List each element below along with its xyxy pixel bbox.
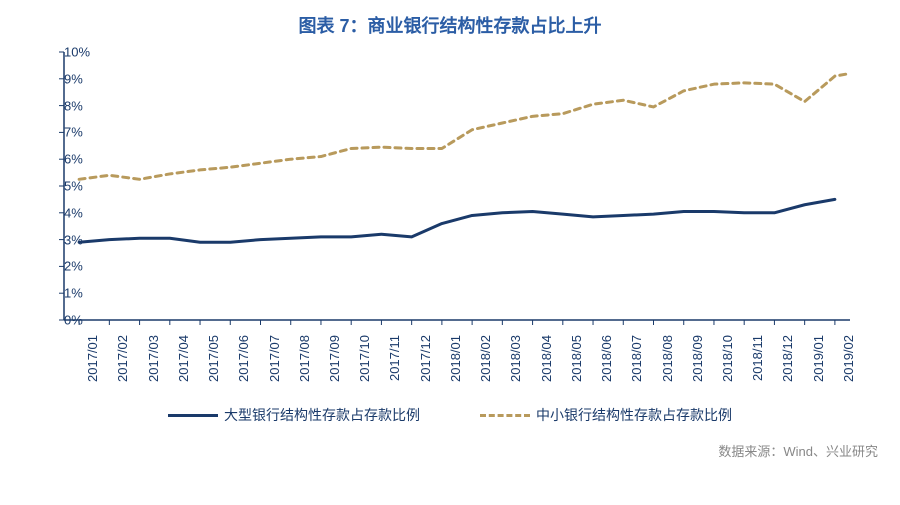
x-tick-label: 2018/05	[569, 335, 584, 382]
x-tick-label: 2017/04	[176, 335, 191, 382]
legend-swatch-large	[168, 414, 218, 417]
y-tick-label: 6%	[64, 152, 70, 167]
x-tick-label: 2018/12	[780, 335, 795, 382]
x-tick-label: 2018/07	[629, 335, 644, 382]
x-tick-label: 2017/01	[85, 335, 100, 382]
x-tick-label: 2018/01	[448, 335, 463, 382]
legend-item-large-bank: 大型银行结构性存款占存款比例	[168, 405, 420, 425]
y-tick-label: 4%	[64, 205, 70, 220]
x-tick-label: 2018/10	[720, 335, 735, 382]
x-tick-label: 2017/06	[236, 335, 251, 382]
chart-title: 图表 7：商业银行结构性存款占比上升	[0, 0, 900, 46]
legend-swatch-small	[480, 414, 530, 417]
x-axis-labels: 2017/01 2017/02 2017/03 2017/04 2017/05 2017/…	[20, 331, 880, 401]
data-source: 数据来源：Wind、兴业研究	[0, 425, 900, 460]
y-tick-label: 7%	[64, 125, 70, 140]
x-tick-label: 2017/09	[327, 335, 342, 382]
x-tick-label: 2018/09	[690, 335, 705, 382]
y-tick-label: 8%	[64, 98, 70, 113]
y-tick-label: 10%	[64, 45, 70, 60]
y-tick-label: 1%	[64, 286, 70, 301]
x-tick-label: 2017/03	[146, 335, 161, 382]
x-tick-label: 2018/03	[508, 335, 523, 382]
x-tick-label: 2017/07	[267, 335, 282, 382]
y-tick-label: 5%	[64, 179, 70, 194]
x-tick-label: 2018/04	[539, 335, 554, 382]
x-tick-label: 2017/02	[115, 335, 130, 382]
x-tick-label: 2018/06	[599, 335, 614, 382]
y-tick-label: 9%	[64, 71, 70, 86]
x-tick-label: 2019/02	[841, 335, 856, 382]
legend-item-small-mid-bank: 中小银行结构性存款占存款比例	[480, 405, 732, 425]
legend-label-small: 中小银行结构性存款占存款比例	[536, 405, 732, 425]
y-tick-label: 3%	[64, 232, 70, 247]
x-tick-label: 2017/05	[206, 335, 221, 382]
y-tick-label: 2%	[64, 259, 70, 274]
line-chart-svg	[20, 46, 860, 326]
chart-area: 0% 1% 2% 3% 4% 5% 6% 7% 8% 9% 10%	[20, 46, 880, 331]
x-tick-label: 2017/11	[387, 335, 402, 381]
x-tick-label: 2017/10	[357, 335, 372, 382]
x-tick-label: 2018/02	[478, 335, 493, 382]
x-tick-label: 2018/11	[750, 335, 765, 381]
x-tick-label: 2017/08	[297, 335, 312, 382]
x-tick-label: 2019/01	[811, 335, 826, 382]
y-tick-label: 0%	[64, 313, 70, 328]
legend-label-large: 大型银行结构性存款占存款比例	[224, 405, 420, 425]
legend: 大型银行结构性存款占存款比例 中小银行结构性存款占存款比例	[20, 405, 880, 425]
x-tick-label: 2017/12	[418, 335, 433, 382]
x-tick-label: 2018/08	[660, 335, 675, 382]
